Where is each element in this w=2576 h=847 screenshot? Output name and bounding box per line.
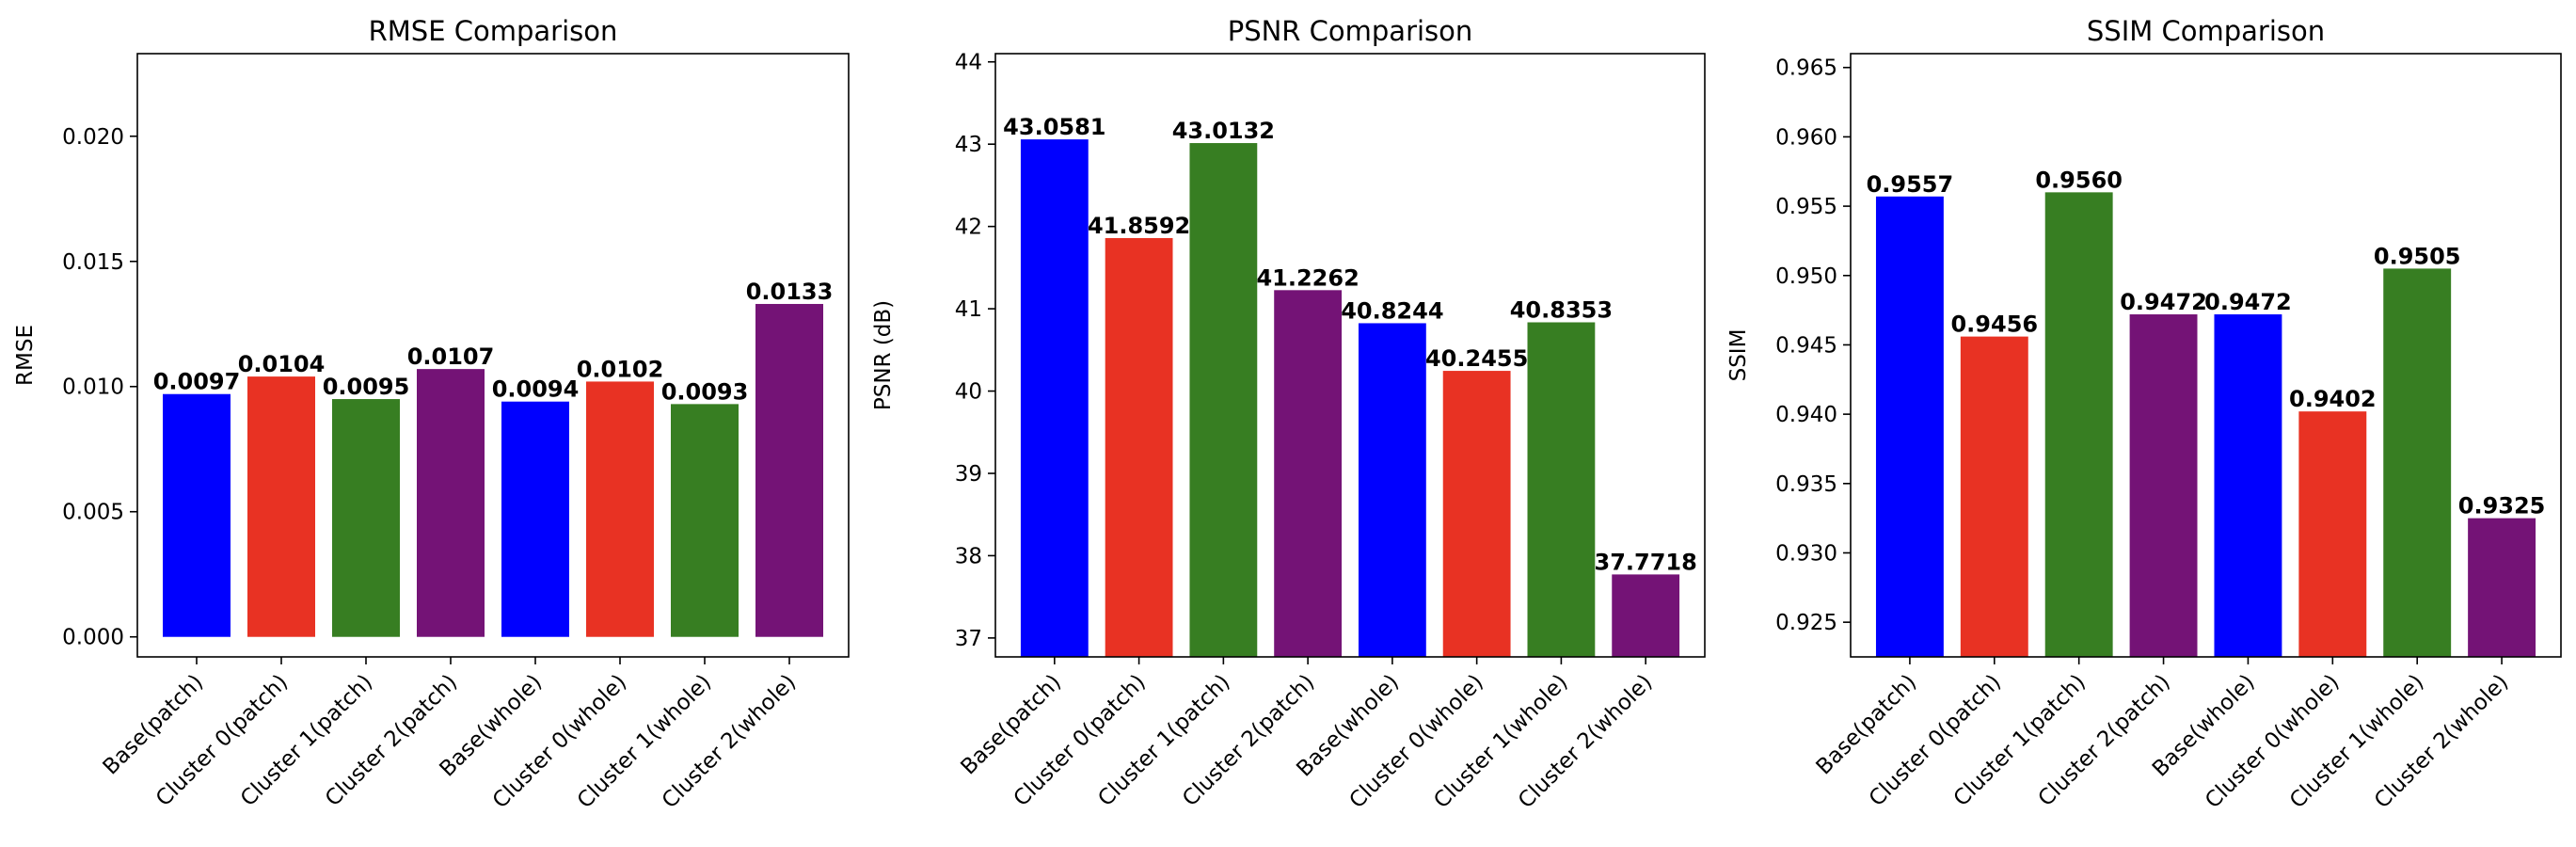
- bar-cluster-0-whole: [2298, 411, 2367, 657]
- bar-cluster-0-patch: [247, 376, 315, 637]
- y-tick-label: 38: [955, 544, 982, 568]
- y-tick-label: 0.945: [1775, 333, 1837, 358]
- bar-cluster-2-patch: [417, 369, 485, 637]
- y-axis-label: SSIM: [1726, 329, 1751, 382]
- chart-panel-2: PSNR Comparison PSNR (dB) 37 38 39 40 41 42 43 44…: [871, 15, 1706, 813]
- y-tick-label: 0.010: [62, 376, 124, 400]
- bar-value-label: 0.0095: [323, 374, 410, 400]
- bar-cluster-0-patch: [1105, 237, 1173, 657]
- bar-cluster-2-whole: [755, 303, 823, 637]
- bar-value-label: 41.8592: [1088, 213, 1190, 239]
- bar-value-label: 40.8353: [1510, 296, 1613, 323]
- bar-cluster-2-patch: [2129, 314, 2198, 657]
- bar-value-label: 43.0132: [1172, 118, 1275, 144]
- y-tick-label: 0.955: [1775, 195, 1837, 219]
- bar-cluster-2-patch: [1274, 290, 1343, 657]
- bar-base-patch: [163, 393, 231, 637]
- chart-panel-1: RMSE Comparison RMSE 0.000 0.005 0.010 0.015 0…: [13, 15, 850, 813]
- bar-base-patch: [1020, 139, 1089, 658]
- bar-value-label: 0.0133: [746, 279, 834, 305]
- chart-panel-3: SSIM Comparison SSIM 0.925 0.930 0.935 0.940 0…: [1726, 15, 2562, 813]
- y-tick-label: 37: [955, 627, 982, 651]
- bar-value-label: 0.9557: [1867, 171, 1954, 198]
- y-tick-label: 41: [955, 297, 982, 322]
- y-tick-label: 0.015: [62, 250, 124, 275]
- bar-value-label: 0.9472: [2120, 289, 2207, 315]
- bar-value-label: 0.0097: [153, 369, 241, 395]
- chart-title: SSIM Comparison: [2087, 15, 2325, 47]
- bar-base-whole: [2214, 314, 2282, 657]
- bar-cluster-0-whole: [586, 381, 654, 637]
- y-tick-label: 0.935: [1775, 472, 1837, 497]
- bar-value-label: 0.0104: [238, 351, 326, 377]
- y-tick-label: 0.950: [1775, 264, 1837, 289]
- bar-cluster-1-patch: [1189, 143, 1258, 657]
- bar-value-label: 40.2455: [1425, 345, 1528, 372]
- bar-value-label: 0.9402: [2289, 386, 2377, 412]
- y-tick-label: 44: [955, 51, 982, 75]
- y-tick-label: 42: [955, 216, 982, 240]
- bar-value-label: 37.7718: [1595, 549, 1697, 575]
- bar-value-label: 0.0093: [661, 378, 749, 405]
- y-tick-label: 0.000: [62, 626, 124, 650]
- bar-value-label: 0.9472: [2204, 289, 2292, 315]
- y-axis-label: RMSE: [13, 325, 38, 386]
- bar-value-label: 0.9505: [2374, 243, 2461, 269]
- bar-base-whole: [1358, 323, 1426, 657]
- y-tick-label: 0.965: [1775, 56, 1837, 81]
- bar-value-label: 41.2262: [1256, 264, 1359, 291]
- bar-cluster-0-whole: [1442, 371, 1511, 657]
- y-tick-label: 0.925: [1775, 611, 1837, 635]
- y-tick-label: 40: [955, 380, 982, 405]
- bar-cluster-1-whole: [671, 404, 739, 637]
- bar-cluster-1-whole: [1527, 322, 1596, 657]
- bar-cluster-2-whole: [1612, 574, 1680, 657]
- bar-value-label: 0.9560: [2035, 167, 2123, 193]
- y-axis-label: PSNR (dB): [871, 300, 896, 410]
- bar-value-label: 43.0581: [1003, 114, 1105, 140]
- bar-value-label: 0.0102: [577, 356, 664, 382]
- bar-value-label: 0.0094: [492, 376, 580, 403]
- bar-value-label: 0.9456: [1950, 312, 2038, 338]
- bar-value-label: 0.9325: [2458, 493, 2546, 519]
- bar-base-whole: [501, 401, 569, 637]
- bar-cluster-1-whole: [2383, 268, 2452, 657]
- bar-cluster-1-patch: [2044, 192, 2113, 657]
- y-tick-label: 43: [955, 133, 982, 157]
- chart-title: PSNR Comparison: [1228, 15, 1473, 47]
- y-tick-label: 0.020: [62, 125, 124, 150]
- y-tick-label: 0.005: [62, 501, 124, 525]
- bar-value-label: 40.8244: [1341, 297, 1443, 324]
- plot-frame: [994, 53, 1706, 658]
- y-tick-label: 0.960: [1775, 125, 1837, 150]
- plot-frame: [1850, 53, 2562, 658]
- bar-cluster-1-patch: [332, 399, 400, 637]
- y-tick-label: 0.930: [1775, 541, 1837, 566]
- bar-cluster-2-whole: [2468, 518, 2536, 657]
- y-tick-label: 0.940: [1775, 403, 1837, 427]
- bar-cluster-0-patch: [1960, 336, 2028, 657]
- bar-base-patch: [1875, 196, 1944, 657]
- chart-title: RMSE Comparison: [369, 15, 618, 47]
- y-tick-label: 39: [955, 462, 982, 487]
- bar-value-label: 0.0107: [407, 344, 495, 370]
- plot-frame: [136, 53, 850, 658]
